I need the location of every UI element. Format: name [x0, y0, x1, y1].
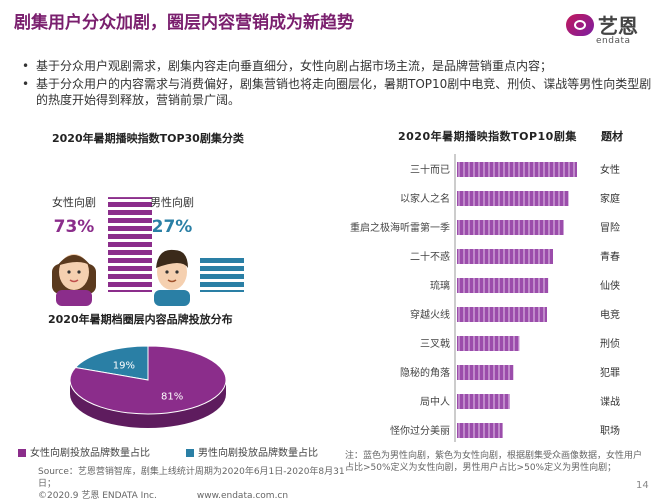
page-number: 14	[636, 480, 649, 491]
bullet-item: 基于分众用户观剧需求，剧集内容走向垂直细分，女性向剧占据市场主流，是品牌营销重点…	[22, 58, 652, 74]
top10-bar	[457, 394, 510, 409]
logo-cn-text: 艺恩	[598, 14, 638, 38]
logo-en-text: endata	[596, 36, 631, 46]
top10-genre-label: 刑侦	[600, 337, 620, 350]
top10-category-label: 局中人	[420, 395, 450, 408]
male-share-bar	[200, 256, 244, 292]
top10-category-label: 三叉戟	[420, 337, 450, 350]
legend-swatch-male	[186, 449, 194, 457]
top10-genre-label: 犯罪	[600, 367, 620, 379]
top10-genre-label: 谍战	[600, 396, 620, 408]
pie-side-wall	[70, 380, 226, 428]
top10-bar	[457, 365, 514, 380]
top10-bar	[457, 423, 503, 438]
top30-chart-title: 2020年暑期播映指数TOP30剧集分类	[52, 132, 244, 145]
top10-category-label: 穿越火线	[410, 308, 450, 321]
bullet-item: 基于分众用户的内容需求与消费偏好，剧集营销也将走向圈层化，暑期TOP10剧中电竞…	[22, 76, 652, 108]
top10-genre-label: 青春	[600, 250, 620, 263]
pie-slice-male-label: 19%	[113, 361, 135, 372]
top10-category-label: 隐秘的角落	[400, 366, 450, 379]
top10-category-label: 怪你过分美丽	[390, 424, 450, 437]
source-text: Source：艺恩营销智库，剧集上线统计周期为2020年6月1日-2020年8月…	[38, 467, 345, 489]
female-share-bar	[108, 197, 152, 292]
website-text: www.endata.com.cn	[196, 491, 289, 501]
male-category-label: 男性向剧	[150, 195, 194, 209]
chart-note: 注：蓝色为男性向剧，紫色为女性向剧，根据剧集受众画像数据，女性用户占比>50%定…	[345, 451, 643, 473]
top10-genre-label: 家庭	[600, 192, 620, 205]
female-category-label: 女性向剧	[52, 195, 96, 209]
legend-swatch-female	[18, 449, 26, 457]
top10-genre-label: 女性	[600, 163, 620, 176]
top10-category-label: 琉璃	[430, 279, 450, 292]
endata-logo: 艺恩 endata	[566, 8, 656, 50]
legend-label-female: 女性向剧投放品牌数量占比	[30, 448, 150, 459]
legend-label-male: 男性向剧投放品牌数量占比	[198, 448, 318, 459]
top10-chart-title: 2020年暑期播映指数TOP10剧集	[398, 130, 577, 143]
bullet-list: 基于分众用户观剧需求，剧集内容走向垂直细分，女性向剧占据市场主流，是品牌营销重点…	[22, 58, 652, 110]
copyright-text: ©2020.9 艺恩 ENDATA Inc.	[38, 491, 157, 501]
pie-slice-male	[74, 345, 149, 381]
top10-bar	[457, 162, 577, 177]
pie-chart-title: 2020年暑期档圈层内容品牌投放分布	[48, 313, 233, 326]
pie-chart: 19% 81%	[69, 345, 227, 428]
pie-legend-female: 女性向剧投放品牌数量占比	[18, 444, 150, 459]
top10-genre-label: 职场	[600, 424, 620, 437]
top10-category-label: 三十而已	[410, 163, 450, 176]
top10-bar	[457, 249, 553, 264]
top10-bar	[457, 220, 564, 235]
top10-genre-label: 电竞	[600, 308, 620, 321]
pie-slice-female-label: 81%	[161, 391, 183, 402]
top10-category-label: 二十不惑	[410, 250, 450, 263]
male-icon	[154, 249, 190, 306]
pie-slice-female	[69, 345, 227, 415]
top10-genre-label: 冒险	[600, 221, 620, 234]
male-value-label: 27%	[152, 217, 193, 237]
pie-legend-male: 男性向剧投放品牌数量占比	[186, 444, 318, 459]
genre-header: 题材	[601, 130, 623, 143]
top10-category-label: 以家人之名	[400, 192, 450, 205]
top10-genre-label: 仙侠	[600, 279, 620, 292]
top10-bar	[457, 278, 549, 293]
copyright-line: ©2020.9 艺恩 ENDATA Inc. www.endata.com.cn	[38, 490, 358, 502]
top30-chart: 女性向剧 73% 男性向剧 27%	[52, 195, 244, 306]
female-icon	[52, 254, 96, 306]
top10-bar	[457, 191, 569, 206]
top10-bar	[457, 336, 520, 351]
top10-bar	[457, 307, 547, 322]
top10-category-label: 重启之极海听雷第一季	[350, 221, 450, 234]
slide-title: 剧集用户分众加剧，圈层内容营销成为新趋势	[14, 13, 354, 33]
endata-logo-icon	[566, 14, 594, 36]
female-value-label: 73%	[54, 217, 95, 237]
source-footer: Source：艺恩营销智库，剧集上线统计周期为2020年6月1日-2020年8月…	[38, 466, 358, 502]
